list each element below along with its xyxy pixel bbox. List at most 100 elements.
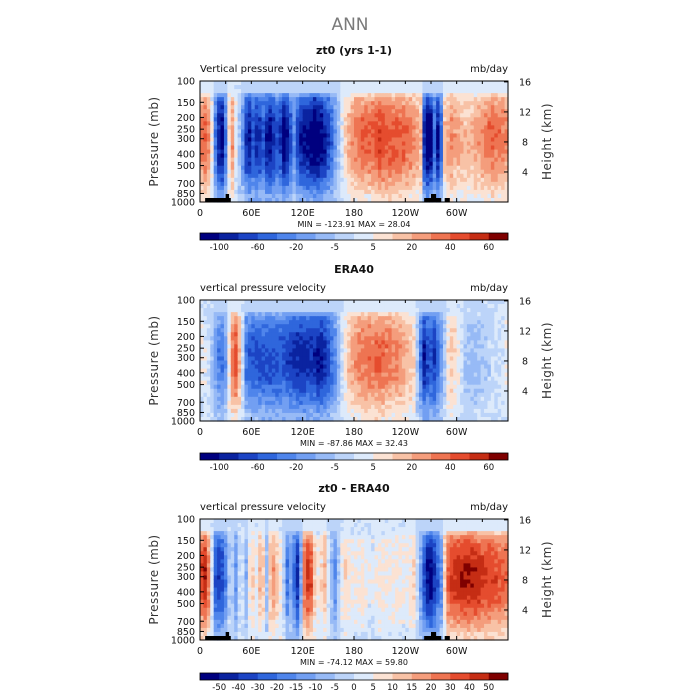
heatmap-cell [374, 117, 379, 122]
heatmap-cell [453, 89, 458, 94]
heatmap-cell [223, 189, 228, 195]
heatmap-cell [470, 141, 475, 147]
heatmap-cell [295, 193, 300, 199]
heatmap-cell [398, 416, 403, 422]
heatmap-cell [319, 372, 324, 378]
heatmap-cell [220, 404, 225, 410]
heatmap-cell [408, 141, 413, 147]
heatmap-cell [299, 404, 304, 410]
heatmap-cell [227, 93, 232, 98]
heatmap-cell [422, 300, 427, 305]
heatmap-cell [220, 400, 225, 406]
heatmap-cell [360, 408, 365, 414]
heatmap-cell [247, 101, 252, 106]
heatmap-cell [234, 312, 239, 317]
heatmap-cell [381, 161, 386, 167]
heatmap-cell [237, 336, 242, 341]
heatmap-cell [282, 408, 287, 414]
heatmap-cell [374, 177, 379, 183]
heatmap-cell [268, 85, 273, 90]
heatmap-cell [206, 89, 211, 94]
heatmap-cell [501, 81, 506, 86]
heatmap-cell [258, 348, 263, 354]
heatmap-cell [429, 316, 434, 321]
heatmap-cell [405, 117, 410, 122]
heatmap-cell [227, 304, 232, 309]
heatmap-cell [268, 352, 273, 358]
heatmap-cell [288, 404, 293, 410]
heatmap-cell [350, 332, 355, 337]
heatmap-cell [354, 352, 359, 358]
heatmap-cell [206, 173, 211, 179]
heatmap-cell [412, 404, 417, 410]
heatmap-cell [247, 125, 252, 130]
heatmap-cell [220, 181, 225, 187]
heatmap-cell [340, 340, 345, 345]
heatmap-cell [323, 300, 328, 305]
heatmap-cell [254, 149, 259, 155]
heatmap-cell [241, 388, 246, 394]
heatmap-cell [381, 356, 386, 362]
heatmap-cell [429, 169, 434, 175]
heatmap-cell [316, 185, 321, 191]
heatmap-cell [415, 396, 420, 402]
heatmap-field [200, 81, 509, 203]
heatmap-cell [374, 109, 379, 114]
heatmap-cell [463, 89, 468, 94]
heatmap-cell [278, 392, 283, 398]
heatmap-cell [288, 400, 293, 406]
heatmap-cell [340, 388, 345, 394]
heatmap-cell [439, 324, 444, 329]
heatmap-cell [237, 332, 242, 337]
heatmap-cell [265, 352, 270, 358]
heatmap-cell [217, 121, 222, 126]
heatmap-cell [220, 105, 225, 110]
heatmap-cell [330, 185, 335, 191]
heatmap-cell [442, 300, 447, 305]
heatmap-cell [446, 109, 451, 114]
heatmap-cell [200, 316, 205, 321]
heatmap-cell [319, 129, 324, 135]
heatmap-cell [466, 129, 471, 135]
heatmap-cell [282, 348, 287, 354]
heatmap-cell [350, 85, 355, 90]
heatmap-cell [268, 81, 273, 86]
heatmap-cell [241, 348, 246, 354]
heatmap-cell [302, 113, 307, 118]
heatmap-cell [302, 388, 307, 394]
heatmap-cell [292, 356, 297, 362]
heatmap-cell [220, 161, 225, 167]
heatmap-cell [316, 133, 321, 139]
heatmap-cell [306, 412, 311, 418]
heatmap-cell [234, 105, 239, 110]
heatmap-cell [251, 157, 256, 163]
heatmap-cell [292, 412, 297, 418]
heatmap-cell [223, 304, 228, 309]
heatmap-cell [501, 113, 506, 118]
heatmap-cell [312, 81, 317, 86]
heatmap-cell [436, 328, 441, 333]
heatmap-cell [306, 89, 311, 94]
heatmap-cell [436, 340, 441, 345]
heatmap-cell [367, 388, 372, 394]
heatmap-cell [501, 121, 506, 126]
heatmap-cell [288, 320, 293, 325]
heatmap-cell [360, 185, 365, 191]
heatmap-cell [271, 129, 276, 135]
heatmap-cell [336, 81, 341, 86]
heatmap-cell [405, 304, 410, 309]
heatmap-cell [374, 332, 379, 337]
heatmap-cell [412, 177, 417, 183]
heatmap-cell [227, 157, 232, 163]
heatmap-cell [203, 360, 208, 366]
heatmap-cell [367, 189, 372, 195]
heatmap-cell [343, 300, 348, 305]
heatmap-cell [463, 125, 468, 130]
heatmap-cell [319, 392, 324, 398]
colorbar-label: 60 [483, 243, 494, 253]
heatmap-cell [364, 109, 369, 114]
heatmap-cell [319, 137, 324, 143]
heatmap-cell [350, 189, 355, 195]
heatmap-cell [442, 360, 447, 366]
heatmap-cell [217, 165, 222, 171]
